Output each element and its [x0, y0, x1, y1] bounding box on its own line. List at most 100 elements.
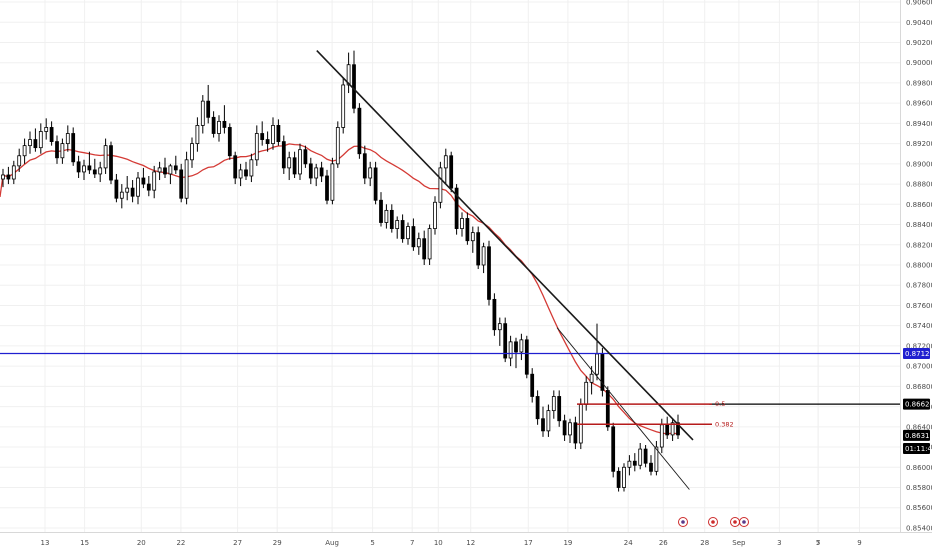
event-icon[interactable] [678, 517, 688, 527]
time-tick-label: 22 [176, 539, 185, 547]
candle [114, 173, 119, 203]
candle [497, 317, 502, 346]
candle [508, 335, 513, 367]
candle [146, 175, 151, 197]
candle-body-down [535, 396, 540, 420]
candle-body-up [200, 100, 205, 126]
candle-body-up [125, 187, 130, 193]
candle [222, 105, 227, 134]
candle [292, 151, 297, 179]
candle [551, 390, 556, 419]
event-icon[interactable] [739, 517, 749, 527]
candle-body-down [422, 238, 427, 260]
candle-body-down [33, 139, 38, 149]
candle-body-up [287, 157, 292, 169]
candle [163, 157, 167, 179]
candle-body-up [470, 232, 475, 242]
candle-body-up [271, 125, 275, 145]
candle [616, 467, 621, 492]
candle [92, 158, 97, 179]
candle-body-up [82, 165, 86, 173]
candle-body-up [622, 466, 626, 488]
candle-body-up [119, 191, 124, 199]
candle-body-up [443, 155, 448, 169]
candle-body-down [281, 141, 286, 169]
price-badge-box [903, 398, 930, 410]
price-badge: 0.86315 [903, 429, 932, 441]
candle [76, 155, 81, 179]
candle-body-down [676, 422, 680, 436]
trend-line[interactable] [556, 327, 690, 490]
candle [319, 161, 324, 183]
time-tick-label: 13 [41, 539, 50, 547]
time-axis[interactable]: 13 15 20 22 27 29 Aug 5 7 10 12 17 19 24 26 28 Sep 3 57 9 [41, 539, 862, 547]
candle [638, 442, 643, 470]
candle-body-down [541, 418, 545, 432]
candle-body-down [163, 167, 167, 175]
candle [389, 204, 394, 233]
candle-body-down [476, 232, 481, 266]
candle [476, 226, 481, 270]
candle-body-down [530, 373, 535, 397]
candle-body-down [557, 396, 562, 422]
candle [287, 151, 292, 181]
candle-body-up [195, 125, 200, 145]
candle-body-down [260, 133, 265, 140]
candle [11, 160, 16, 185]
price-badge: 0.86624 [903, 398, 932, 410]
candle [109, 141, 113, 185]
candle [541, 406, 545, 437]
candle-body-down [244, 169, 248, 177]
time-tick-label: 12 [466, 539, 475, 547]
event-icon[interactable] [730, 517, 740, 527]
candle-body-up [190, 143, 194, 161]
candle [568, 418, 572, 443]
time-tick-label: 10 [434, 539, 443, 547]
candle [211, 111, 216, 138]
candle [335, 121, 340, 168]
candle [1, 168, 5, 188]
time-tick-label: 15 [80, 539, 89, 547]
candle [411, 218, 416, 251]
candle-body-down [222, 120, 227, 128]
candle [244, 161, 248, 181]
candle-body-up [595, 353, 599, 375]
candle [60, 138, 65, 164]
candle [557, 390, 562, 427]
price-badge: 01:11:49 [903, 443, 932, 455]
trend-line[interactable] [316, 50, 694, 441]
candle-body-down [87, 165, 92, 171]
candle [233, 151, 238, 185]
candle-body-down [233, 155, 238, 179]
candle [44, 118, 49, 140]
candle [433, 196, 437, 235]
candle-body-up [551, 396, 556, 412]
candle [206, 84, 211, 124]
candle-body-up [249, 159, 254, 177]
candle [530, 368, 535, 403]
candle-body-up [38, 131, 43, 149]
time-tick-label: Aug [325, 539, 339, 547]
candle-body-down [292, 157, 297, 175]
candle-body-down [643, 448, 648, 464]
candle-body-up [584, 381, 589, 405]
candle [173, 155, 178, 174]
event-icons[interactable] [678, 517, 749, 527]
candle [427, 224, 432, 265]
candle [276, 119, 281, 146]
candle [416, 232, 421, 255]
event-icon[interactable] [708, 517, 718, 527]
candle-body-down [206, 100, 211, 118]
candle-body-down [173, 165, 178, 171]
candle-body-up [670, 422, 675, 436]
candle-body-up [433, 201, 437, 229]
